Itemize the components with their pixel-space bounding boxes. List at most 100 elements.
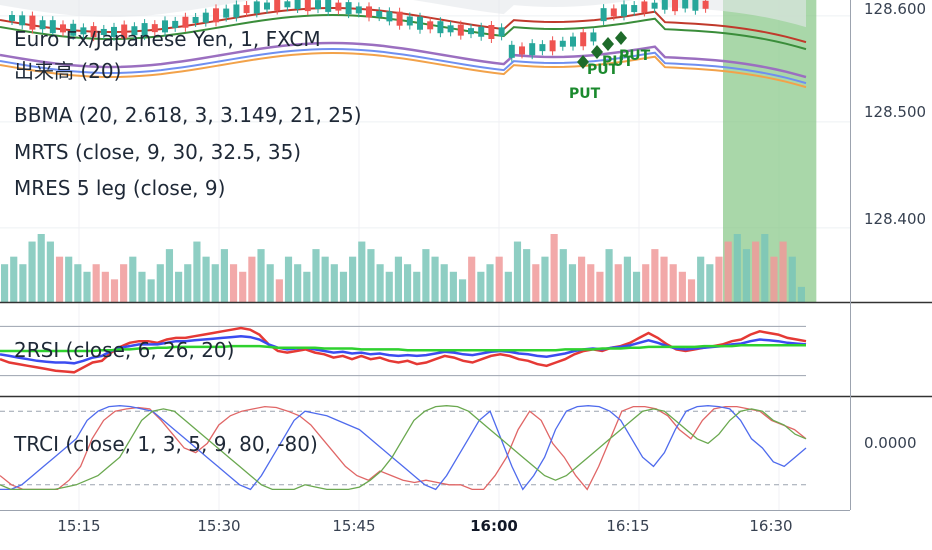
candle-body (610, 8, 617, 17)
volume-bar (284, 256, 293, 302)
volume-bar (46, 241, 54, 302)
volume-bar (101, 271, 109, 302)
candle-body (570, 36, 576, 47)
volume-bar (605, 249, 613, 302)
candle-body (70, 23, 77, 36)
candles-layer (9, 0, 709, 62)
candle-body (315, 0, 321, 10)
price-tick-128400: 128.400 (864, 210, 926, 228)
volume-bar (266, 264, 274, 302)
volume-bar (596, 271, 604, 302)
candle-body (621, 4, 627, 17)
candle-body (447, 25, 454, 33)
candle-body (345, 2, 352, 15)
volume-bar (74, 264, 82, 302)
volume-bar (229, 264, 238, 302)
volume-bar (349, 256, 357, 302)
candle-body (468, 28, 474, 35)
candle-body (213, 8, 219, 23)
volume-bar (568, 264, 577, 302)
volume-bar (660, 256, 668, 302)
candle-body (284, 1, 291, 8)
volume-bar (724, 241, 732, 302)
candle-body (417, 16, 423, 30)
candle-body (651, 2, 658, 9)
volume-bar (321, 256, 329, 302)
volume-bar (92, 264, 100, 302)
candle-body (661, 0, 668, 10)
candle-body (111, 26, 117, 37)
rsi-series-2 (0, 344, 806, 353)
candle-body (131, 26, 138, 36)
volume-bar (669, 264, 677, 302)
time-tick-1545: 15:45 (332, 517, 375, 535)
candle-body (549, 40, 556, 52)
volume-bar (678, 271, 686, 302)
volume-bar (275, 279, 283, 302)
candle-body (386, 11, 393, 22)
volume-bar (339, 271, 348, 302)
candle-body (631, 5, 638, 13)
candle-body (182, 16, 189, 28)
candle-body (702, 0, 709, 9)
volume-bar (541, 256, 549, 302)
candle-body (519, 46, 525, 55)
volume-bar (477, 271, 485, 302)
volume-bar (788, 256, 796, 302)
volume-bar (513, 241, 522, 302)
volume-bar (367, 249, 375, 302)
candle-body (641, 1, 648, 13)
volume-bar (147, 279, 155, 302)
volume-bar (394, 256, 402, 302)
volume-bar (303, 271, 311, 302)
volume-bar (559, 249, 567, 302)
symbol-title: Euro Fx/Japanese Yen, 1, FXCM (14, 27, 321, 51)
candle-body (162, 20, 168, 33)
volume-bar (632, 271, 641, 302)
volume-bar (587, 264, 595, 302)
time-tick-1615: 16:15 (606, 517, 649, 535)
trci-lines-layer (0, 405, 807, 491)
candle-body (396, 11, 403, 26)
candle-body (672, 0, 678, 12)
volume-bar (110, 279, 119, 302)
candle-body (294, 0, 301, 10)
rsi-lines-layer (0, 325, 807, 377)
volume-bar (614, 264, 622, 302)
volume-bar (129, 256, 137, 302)
volume-bar (165, 249, 174, 302)
volume-bar (385, 271, 393, 302)
candle-body (29, 15, 36, 30)
candle-body (376, 11, 383, 18)
signal-diamond (615, 31, 627, 45)
volume-bar (294, 264, 302, 302)
candle-body (274, 0, 281, 11)
volume-bar (202, 256, 210, 302)
volume-bar (175, 271, 183, 302)
volume-bar (55, 256, 64, 302)
volume-bar (706, 264, 714, 302)
legend-bbma: BBMA (20, 2.618, 3, 3.149, 21, 25) (14, 103, 362, 127)
signal-label: PUT (587, 62, 619, 78)
candle-body (427, 21, 434, 30)
candle-body (172, 20, 179, 28)
candle-body (304, 0, 311, 12)
candle-body (508, 44, 515, 58)
volume-bar (330, 264, 338, 302)
band-lower-blue (0, 47, 807, 85)
candle-body (90, 26, 97, 38)
trci-tick-zero: 0.0000 (864, 434, 917, 452)
candle-body (682, 0, 689, 9)
price-tick-128500: 128.500 (864, 103, 926, 121)
candle-body (437, 21, 444, 34)
candle-body (600, 8, 607, 22)
band-lower-purple (0, 41, 807, 79)
candle-body (264, 2, 270, 10)
band-lower-orange (0, 51, 807, 89)
candle-body (539, 44, 546, 52)
signal-diamond (591, 45, 603, 59)
volume-bar (193, 241, 201, 302)
volume-bar (761, 234, 769, 302)
candle-body (9, 15, 15, 21)
